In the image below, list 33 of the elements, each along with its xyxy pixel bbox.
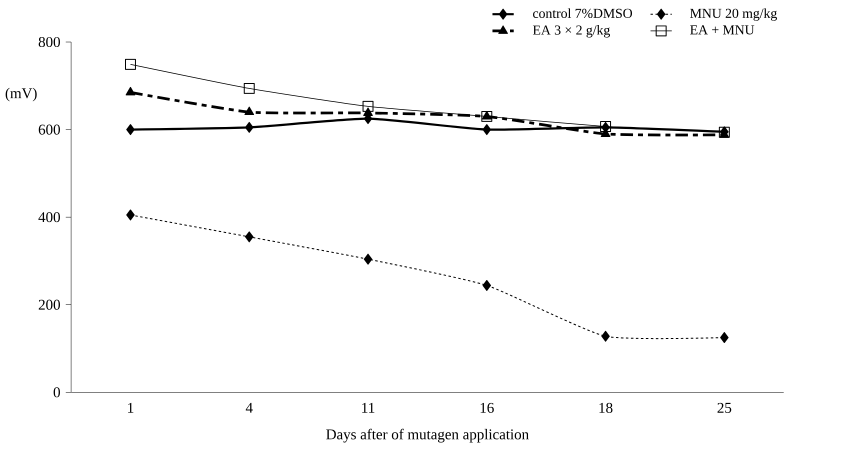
x-tick-label: 11 — [362, 402, 374, 413]
x-tick-label: 18 — [599, 402, 612, 413]
point — [482, 280, 492, 291]
point — [126, 209, 135, 220]
legend-label: EA + MNU — [690, 25, 754, 34]
y-tick-label: 600 — [38, 124, 60, 134]
x-tick-label: 25 — [718, 402, 732, 413]
y-tick-label: 200 — [38, 300, 60, 310]
legend-label: MNU 20 mg/kg — [690, 8, 777, 21]
point — [364, 254, 372, 265]
point — [245, 231, 254, 242]
legend-label: EA 3 × 2 g/kg — [532, 24, 610, 38]
point — [244, 82, 255, 94]
y-tick-label: 0 — [54, 387, 60, 398]
x-tick-label: 16 — [480, 402, 494, 413]
point — [245, 122, 254, 133]
y-tick-label: 400 — [38, 212, 60, 222]
x-axis-title: Days after of mutagen application — [326, 428, 529, 442]
point — [601, 330, 610, 342]
legend-label: control 7%DMSO — [533, 8, 632, 18]
point — [126, 124, 135, 135]
point — [482, 110, 492, 120]
point — [124, 58, 136, 70]
point — [244, 106, 254, 115]
x-tick-label: 4 — [246, 402, 253, 413]
point — [720, 332, 729, 343]
point — [126, 86, 136, 96]
point — [362, 100, 374, 112]
y-axis-title: (mV) — [6, 88, 37, 102]
point — [481, 110, 492, 122]
x-tick-label: 1 — [128, 402, 134, 413]
y-tick-label: 800 — [38, 36, 60, 47]
point — [482, 124, 492, 135]
